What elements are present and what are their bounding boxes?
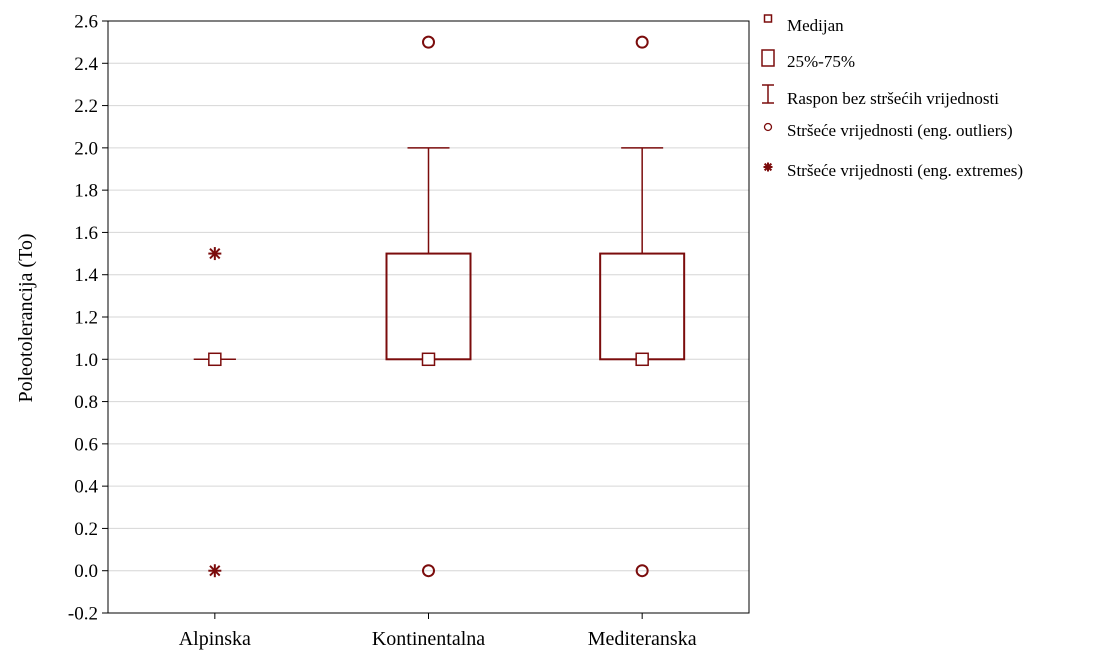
box-group [599,35,686,578]
legend-box-icon [761,49,775,67]
legend-extreme-icon [763,162,773,172]
y-axis-title: Poleotolerancija (To) [15,233,37,402]
y-tick-label: 0.8 [74,392,98,413]
median-marker [635,352,649,367]
star-stroke [209,247,221,260]
legend-label: Stršeće vrijednosti (eng. extremes) [787,161,1023,180]
median-marker [208,352,222,367]
y-tick-label: 2.2 [74,96,98,117]
box-group [385,35,472,578]
x-category-label: Kontinentalna [372,628,485,650]
outlier-marker [422,35,435,49]
y-tick-label: 2.6 [74,12,98,33]
y-tick-label: 1.2 [74,308,98,329]
legend-label: Medijan [787,16,844,35]
y-tick-label: 1.6 [74,223,98,244]
box-group [193,247,236,578]
grid-lines [108,62,749,572]
y-tick-label: 1.8 [74,181,98,202]
extreme-marker [208,247,222,261]
extreme-marker [208,564,222,578]
x-axis-categories: Alpinska Kontinentalna Mediteranska [179,613,697,650]
legend-label: Raspon bez stršećih vrijednosti [787,89,999,108]
box-iqr [599,252,686,361]
y-tick-label: 0.2 [74,519,98,540]
box-iqr [385,252,472,361]
y-tick-label: 0.4 [74,477,98,498]
legend-median-icon [763,14,773,23]
y-tick-label: 0.6 [74,434,98,455]
legend: Medijan 25%-75% Raspon bez stršećih vrijed… [761,14,1023,180]
legend-label: Stršeće vrijednosti (eng. outliers) [787,121,1013,140]
y-tick-label: 2.4 [74,54,98,75]
y-tick-label: 1.4 [74,265,98,286]
outlier-marker [422,564,435,578]
y-tick-label: -0.2 [68,604,98,625]
y-tick-label: 0.0 [74,561,98,582]
legend-whisker-icon [762,84,774,104]
outlier-marker [635,35,649,49]
legend-outlier-icon [763,122,773,132]
star-stroke [209,565,221,577]
boxes-layer [193,35,686,578]
x-category-label: Mediteranska [588,628,697,650]
legend-label: 25%-75% [787,52,855,71]
median-marker [421,352,436,367]
outlier-marker [635,564,649,578]
y-tick-label: 1.0 [74,350,98,371]
star-stroke [763,162,773,172]
y-tick-label: 2.0 [74,138,98,159]
x-category-label: Alpinska [179,628,251,650]
y-axis-ticks: 2.6 2.4 2.2 2.0 1.8 1.6 1.4 1.2 1.0 0.8 0.6 0.4 0.2 0… [68,12,108,625]
